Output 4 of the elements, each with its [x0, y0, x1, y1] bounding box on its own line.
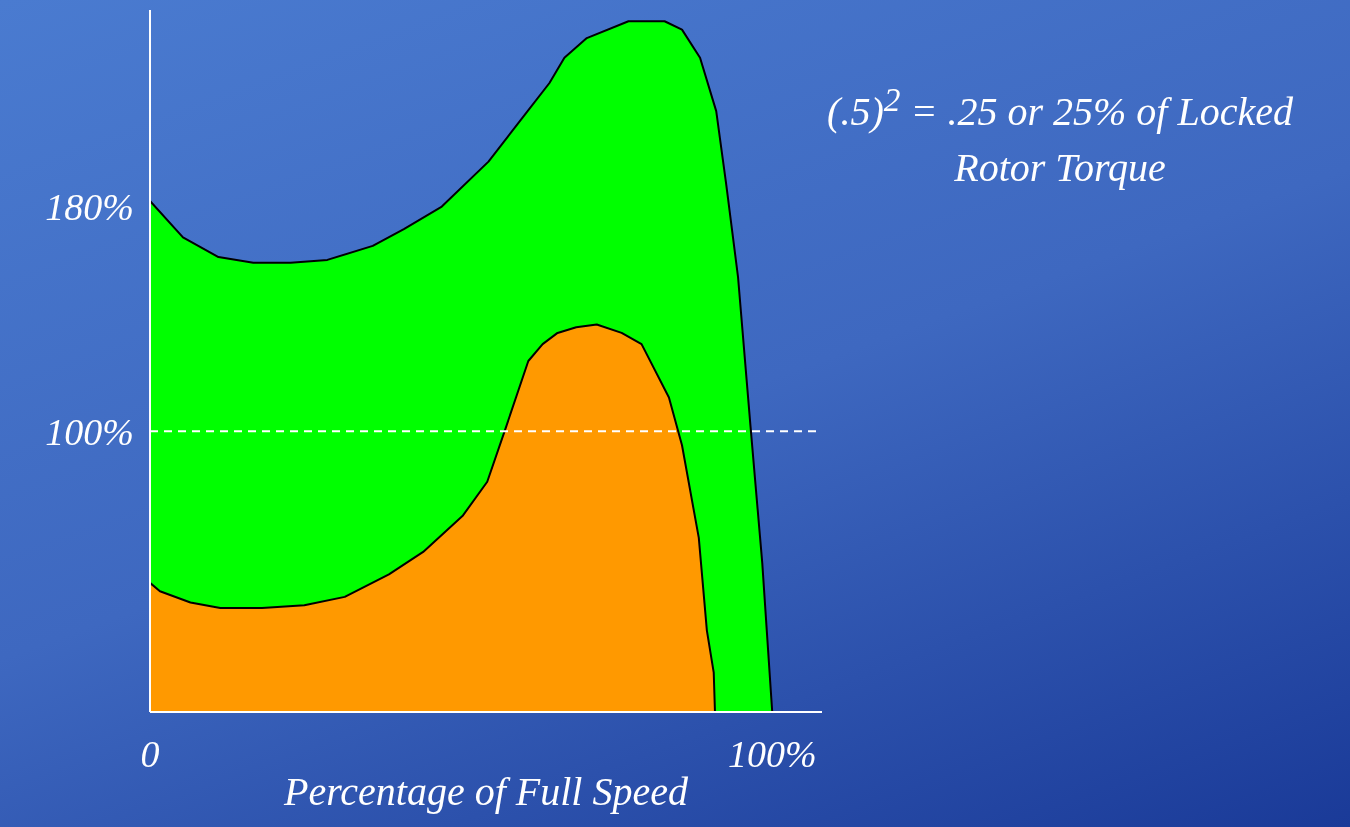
x-tick-label: 0 — [140, 732, 160, 775]
y-tick-label: 180% — [45, 186, 134, 229]
x-axis-title: Percentage of Full Speed — [284, 769, 688, 814]
text: (.5)$^{2}$ = .25 or 25% of Locked Rotor Torque — [826, 80, 1294, 193]
